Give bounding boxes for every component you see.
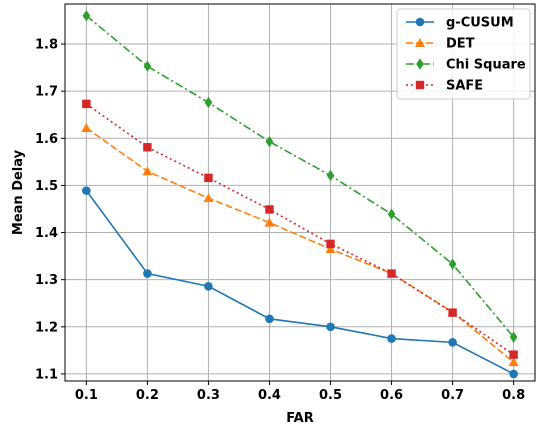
legend-marker-chi-square — [416, 58, 424, 70]
ticks: 0.1 0.2 0.3 0.4 0.5 0.6 0.7 0.8 1.1 1.2 1.3 1.4 1.5 1… — [35, 38, 525, 403]
point-chi-square-3 — [265, 136, 274, 148]
point-g-cusum-0 — [82, 186, 91, 195]
point-chi-square-6 — [448, 258, 457, 270]
legend-label-g-cusum: g-CUSUM — [446, 16, 514, 31]
y-tick-label-3: 1.4 — [35, 226, 58, 241]
y-tick-label-6: 1.7 — [35, 85, 58, 100]
legend-label-det: DET — [446, 37, 475, 52]
x-tick-label-0: 0.1 — [75, 388, 98, 403]
series-line-det — [85, 127, 515, 363]
point-det-2 — [203, 193, 214, 203]
point-g-cusum-7 — [509, 369, 518, 379]
point-safe-7 — [509, 350, 518, 359]
series-line-safe — [85, 103, 515, 356]
y-tick-label-5: 1.6 — [35, 132, 58, 147]
point-g-cusum-3 — [265, 314, 274, 324]
point-safe-6 — [448, 308, 457, 317]
point-chi-square-4 — [326, 169, 335, 182]
point-det-3 — [264, 217, 275, 227]
legend-marker-safe — [415, 80, 425, 90]
x-tick-label-6: 0.7 — [441, 388, 464, 403]
y-tick-label-4: 1.5 — [35, 179, 58, 194]
series-line-chi-square — [85, 15, 515, 338]
legend-label-safe: SAFE — [446, 79, 483, 94]
y-tick-label-1: 1.2 — [35, 320, 58, 335]
y-tick-label-7: 1.8 — [35, 38, 58, 53]
x-axis-label: FAR — [286, 411, 313, 425]
point-det-1 — [142, 166, 153, 176]
plot-frame — [64, 3, 536, 382]
point-chi-square-0 — [82, 10, 91, 22]
point-chi-square-2 — [204, 96, 213, 109]
legend: g-CUSUM DET Chi Square SAFE — [396, 8, 531, 100]
point-det-7 — [508, 357, 519, 367]
point-safe-4 — [326, 239, 335, 249]
legend-label-chi-square: Chi Square — [446, 58, 526, 73]
y-axis-label: Mean Delay — [11, 149, 26, 235]
point-det-4 — [325, 244, 336, 254]
x-tick-label-1: 0.2 — [136, 388, 159, 403]
legend-marker-det — [415, 38, 425, 47]
point-det-0 — [81, 122, 92, 132]
legend-marker-g-cusum — [415, 17, 425, 27]
point-safe-0 — [82, 99, 91, 109]
series-line-g-cusum — [85, 190, 515, 375]
point-safe-5 — [387, 269, 396, 278]
point-chi-square-5 — [387, 208, 396, 220]
point-chi-square-1 — [143, 60, 152, 72]
y-tick-label-0: 1.1 — [35, 367, 58, 382]
point-g-cusum-2 — [204, 281, 213, 291]
x-tick-label-2: 0.3 — [197, 388, 220, 403]
series-lines — [85, 15, 515, 375]
point-safe-3 — [265, 205, 274, 214]
point-g-cusum-1 — [143, 269, 152, 278]
x-tick-label-5: 0.6 — [380, 388, 403, 403]
y-tick-label-2: 1.3 — [35, 273, 58, 288]
point-chi-square-7 — [509, 331, 518, 343]
point-g-cusum-5 — [387, 334, 396, 343]
point-safe-1 — [143, 143, 152, 152]
x-tick-label-3: 0.4 — [258, 388, 281, 403]
point-g-cusum-4 — [326, 322, 335, 332]
x-tick-label-7: 0.8 — [502, 388, 525, 403]
point-g-cusum-6 — [448, 338, 457, 347]
point-safe-2 — [204, 173, 213, 183]
x-tick-label-4: 0.5 — [319, 388, 342, 403]
series-markers — [81, 10, 519, 379]
legend-box — [396, 8, 531, 100]
